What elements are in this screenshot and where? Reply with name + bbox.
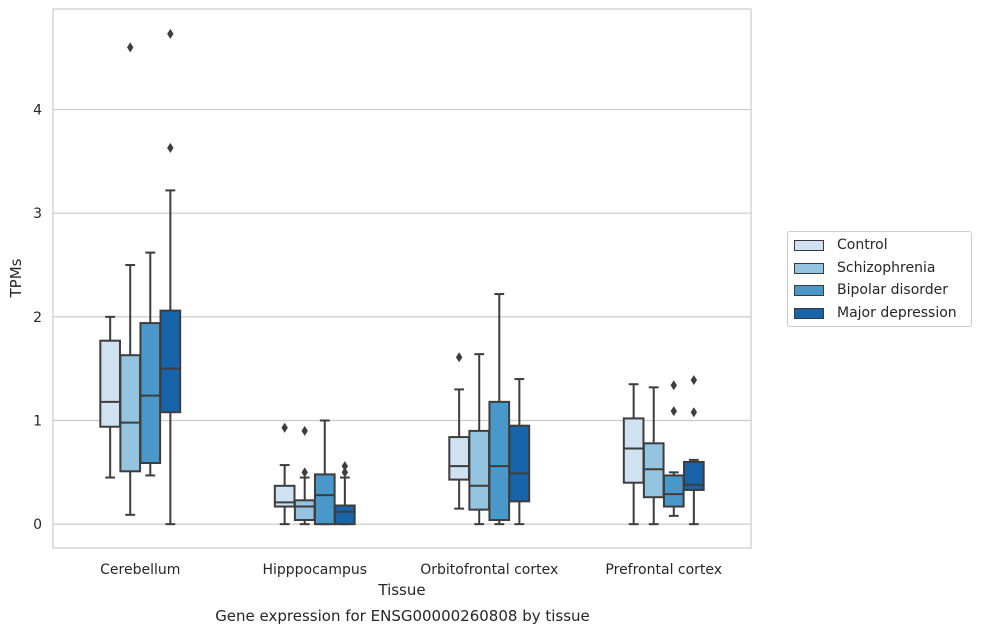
box-body	[293, 499, 316, 522]
box-body	[139, 322, 162, 465]
box	[273, 422, 296, 526]
plot-frame	[52, 8, 752, 549]
box-body	[488, 400, 511, 522]
box	[488, 293, 511, 526]
x-tick-label: Hipppocampus	[262, 562, 367, 578]
outlier-point	[690, 407, 698, 418]
box-body	[159, 309, 182, 414]
box-body	[662, 474, 685, 508]
legend-item-major-depression: Major depression	[794, 303, 957, 323]
y-axis-label: TPMs	[7, 258, 25, 298]
box	[159, 28, 182, 526]
box	[119, 42, 142, 516]
y-tick-label: 1	[33, 414, 42, 430]
box-body	[273, 484, 296, 508]
box-body	[99, 339, 121, 428]
legend-label: Bipolar disorder	[837, 282, 949, 298]
y-tick-label: 2	[33, 310, 42, 326]
y-tick-label: 0	[33, 517, 42, 533]
x-tick-labels: Cerebellum Hipppocampus Orbitofrontal cort…	[100, 562, 722, 578]
y-tick-label: 4	[33, 103, 42, 119]
box	[99, 315, 121, 479]
box	[448, 352, 470, 510]
box-body	[448, 436, 470, 481]
legend-item-bipolar-disorder: Bipolar disorder	[794, 280, 948, 300]
y-tick-label: 3	[33, 206, 42, 222]
y-tick-labels: 0 1 2 3 4	[33, 103, 42, 534]
legend-label: Major depression	[837, 305, 957, 321]
legend-label: Control	[837, 237, 888, 253]
outlier-point	[167, 28, 174, 39]
box-body	[508, 424, 531, 503]
box	[313, 419, 336, 526]
legend-label: Schizophrenia	[837, 260, 936, 276]
outlier-point	[341, 467, 349, 478]
box-body	[468, 429, 491, 511]
box-body	[119, 354, 142, 473]
box	[683, 375, 705, 526]
x-tick-label: Orbitofrontal cortex	[420, 562, 558, 578]
box-groups	[99, 28, 705, 526]
x-tick-label: Prefrontal cortex	[605, 562, 722, 578]
legend-swatch-schizophrenia	[794, 262, 824, 274]
box	[622, 383, 645, 526]
legend-swatch-bipolar-disorder	[794, 284, 824, 296]
box	[662, 380, 685, 517]
outlier-point	[455, 352, 463, 363]
outlier-point	[167, 142, 174, 153]
legend-item-control: Control	[794, 235, 888, 255]
legend: Control Schizophrenia Bipolar disorder M…	[787, 231, 972, 327]
box	[508, 378, 531, 526]
box-body	[334, 504, 356, 526]
box	[468, 353, 491, 526]
outlier-point	[281, 422, 288, 433]
box	[293, 425, 316, 526]
outlier-point	[301, 467, 308, 478]
outlier-point	[127, 42, 134, 53]
outlier-point	[301, 425, 308, 436]
box-body	[622, 417, 645, 484]
outlier-point	[670, 406, 677, 417]
box-body	[683, 460, 705, 491]
box-body	[642, 442, 665, 499]
outlier-point	[690, 375, 698, 386]
legend-item-schizophrenia: Schizophrenia	[794, 258, 935, 278]
x-axis-label: Tissue	[377, 581, 425, 599]
box-body	[313, 473, 336, 526]
figure-caption: Gene expression for ENSG00000260808 by t…	[215, 607, 590, 625]
box	[139, 251, 162, 477]
outlier-point	[341, 461, 349, 472]
outlier-point	[670, 380, 677, 391]
box	[642, 386, 665, 526]
x-tick-label: Cerebellum	[100, 562, 180, 578]
legend-swatch-major-depression	[794, 307, 824, 319]
legend-swatch-control	[794, 239, 824, 251]
box	[334, 461, 356, 526]
